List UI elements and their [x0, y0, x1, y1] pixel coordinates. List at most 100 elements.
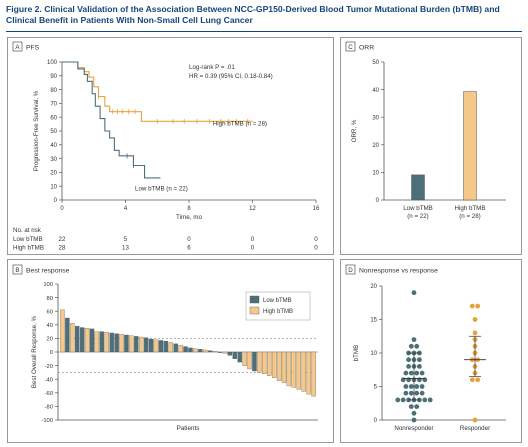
pfs-x-label: Time, mo [176, 214, 203, 221]
at-risk-row-name: Low bTMB [13, 236, 43, 243]
panel-d-title: Nonresponse vs response [359, 268, 438, 275]
btmb-point-responder [472, 417, 478, 423]
panel-a-badge-letter: A [15, 44, 20, 51]
bor-bar-low [148, 338, 154, 353]
bor-bar-high [271, 351, 277, 378]
bor-bar-low [158, 340, 164, 353]
pfs-curve-low [62, 61, 161, 179]
pfs-annotation: HR = 0.39 (95% CI, 0.18-0.84) [189, 73, 273, 80]
btmb-point-nonresponder [414, 370, 420, 376]
panel-c-badge-letter: C [348, 44, 353, 51]
bor-legend-label: Low bTMB [263, 298, 292, 304]
bor-bar-high [119, 334, 124, 353]
orr-y-tick-label: 20 [372, 143, 379, 149]
bor-bar-high [281, 351, 287, 383]
bor-bar-low [124, 334, 129, 353]
bor-y-tick-label: -100 [41, 418, 53, 424]
btmb-point-nonresponder [414, 404, 420, 409]
orr-y-tick-label: 50 [372, 60, 379, 66]
panel-d-badge-box [345, 264, 356, 275]
btmb-y-tick-label: 20 [370, 284, 377, 290]
pfs-y-tick-label: 40 [50, 143, 57, 149]
btmb-point-responder [469, 303, 475, 309]
orr-bar-low [411, 174, 425, 201]
bor-y-tick-label: 0 [50, 350, 53, 356]
pfs-x-tick-label: 12 [249, 206, 256, 212]
btmb-category-label: Responder [460, 425, 490, 432]
pfs-y-tick-label: 50 [50, 129, 57, 135]
panel-c-title: ORR [359, 45, 374, 52]
at-risk-value: 0 [187, 236, 191, 243]
panel-a-title: PFS [26, 45, 40, 52]
orr-y-label: ORR, % [351, 119, 358, 142]
bor-bar-high [84, 328, 90, 353]
pfs-y-tick-label: 90 [50, 74, 57, 80]
pfs-series-label: High bTMB (n = 28) [213, 121, 267, 128]
pfs-y-tick-label: 60 [50, 115, 57, 121]
bor-bar-high [153, 339, 159, 353]
bor-bar-high [203, 349, 208, 353]
bor-bar-low [188, 347, 193, 353]
bor-y-tick-label: 80 [47, 296, 53, 302]
at-risk-value: 0 [314, 236, 318, 243]
at-risk-row-name: High bTMB [13, 245, 44, 252]
pfs-y-tick-label: 30 [50, 157, 57, 163]
bor-legend-label: High bTMB [263, 309, 293, 315]
pfs-y-tick-label: 10 [50, 184, 57, 190]
btmb-y-tick-label: 5 [374, 385, 378, 391]
btmb-point-responder [475, 377, 481, 383]
bor-bar-low [207, 350, 213, 353]
bor-bar-high [301, 351, 306, 392]
bor-bar-high [70, 323, 75, 353]
pfs-x-tick-label: 0 [60, 206, 64, 212]
btmb-y-label: bTMB [353, 345, 360, 362]
pfs-y-label: Progression-Free Survival, % [33, 90, 40, 171]
btmb-point-nonresponder [414, 343, 420, 349]
bor-y-tick-label: -60 [45, 391, 53, 397]
btmb-point-nonresponder [408, 404, 414, 409]
panel-b-badge-letter: B [15, 267, 19, 274]
btmb-point-responder [472, 330, 478, 336]
bor-bar-high [139, 336, 144, 353]
bor-bar-low [89, 328, 95, 353]
bor-bar-low [134, 336, 139, 353]
bor-bar-low [99, 331, 105, 353]
btmb-point-nonresponder [411, 290, 417, 296]
btmb-point-nonresponder [411, 337, 417, 342]
pfs-x-tick-label: 4 [124, 206, 128, 212]
btmb-point-nonresponder [417, 364, 422, 369]
btmb-point-nonresponder [419, 370, 425, 376]
panel-d-frame [340, 259, 522, 443]
orr-category-label: (n = 28) [459, 213, 481, 220]
btmb-y-tick-label: 0 [374, 418, 378, 424]
btmb-point-nonresponder [411, 410, 417, 416]
bor-legend-swatch [249, 306, 260, 315]
bor-bar-high [129, 335, 134, 353]
orr-category-label: High bTMB [455, 205, 486, 212]
orr-y-tick-label: 10 [372, 171, 379, 177]
orr-y-tick-label: 0 [376, 198, 380, 204]
bor-bar-high [104, 332, 109, 353]
title-rule [6, 31, 522, 32]
bor-bar-low [79, 327, 85, 353]
bor-y-tick-label: 100 [43, 282, 53, 288]
btmb-point-nonresponder [422, 397, 428, 403]
bor-y-tick-label: 20 [47, 337, 53, 343]
bor-bar-low [227, 351, 233, 356]
at-risk-value: 0 [314, 245, 318, 252]
pfs-y-tick-label: 70 [50, 102, 57, 108]
bor-bar-high [262, 351, 267, 374]
bor-bar-high [94, 331, 100, 353]
pfs-y-tick-label: 0 [54, 198, 58, 204]
bor-bar-low [65, 317, 70, 353]
bor-bar-high [257, 351, 262, 373]
bor-bar-low [232, 351, 237, 359]
pfs-series-label: Low bTMB (n = 22) [135, 186, 188, 193]
at-risk-value: 5 [124, 236, 128, 243]
bor-bar-low [75, 326, 80, 353]
bor-bar-high [178, 345, 183, 353]
btmb-y-tick-label: 10 [370, 351, 377, 357]
bor-bar-low [143, 337, 149, 353]
pfs-y-tick-label: 20 [50, 171, 57, 177]
